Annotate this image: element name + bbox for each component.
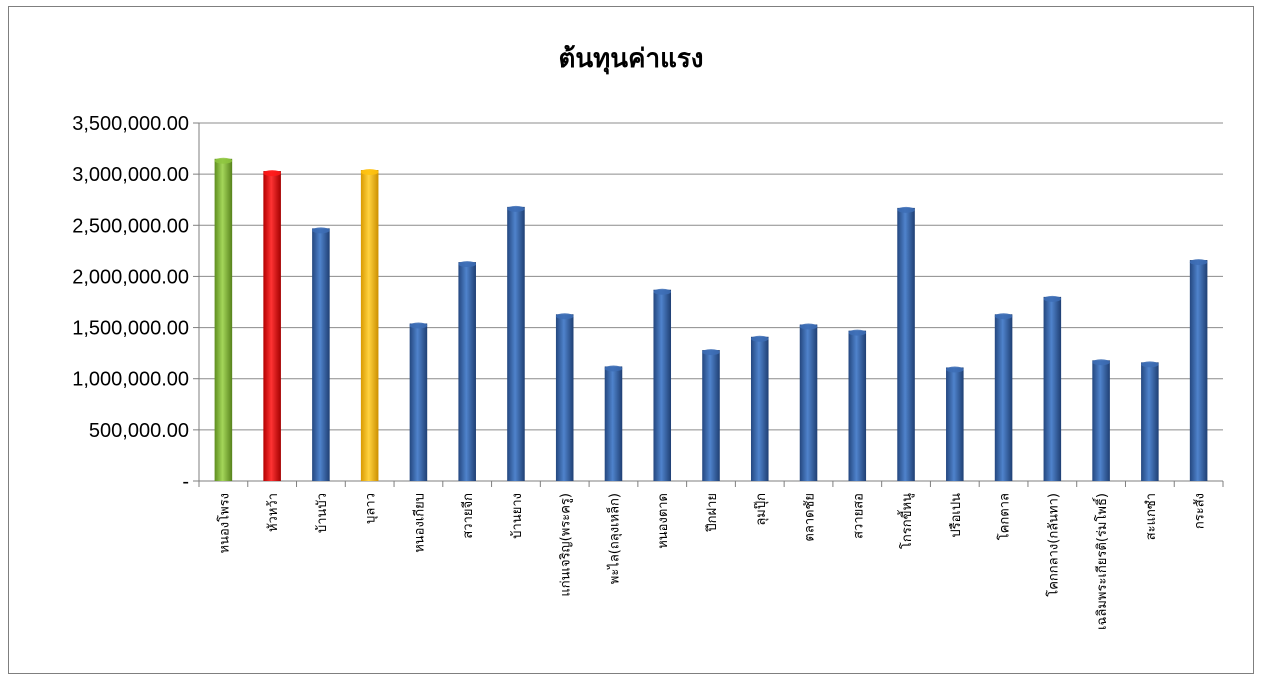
bar-top <box>409 322 428 329</box>
bar <box>409 323 428 481</box>
bar <box>653 289 672 481</box>
x-axis-ticks: หนองโพรง หัวหว้า บ้านบัว บุลาว หนองเกียบ สวาย… <box>198 481 1224 630</box>
bar-top <box>946 366 964 373</box>
bars <box>214 157 1208 482</box>
bar-top <box>360 169 379 176</box>
x-tick-label: กระสัง <box>1193 493 1208 529</box>
bar-top <box>1092 359 1110 366</box>
bar <box>799 324 818 481</box>
bar <box>458 262 476 481</box>
x-tick-label: พะไล(ถลุงเหล็ก) <box>604 493 622 584</box>
bar-top <box>458 261 476 268</box>
x-tick-label: ปึกฝาย <box>705 493 720 533</box>
bar-top <box>507 205 525 212</box>
y-tick-label: 1,500,000.00 <box>72 318 189 340</box>
x-tick-label: บ้านบัว <box>315 493 330 533</box>
bar <box>312 228 330 481</box>
bar <box>1043 296 1062 481</box>
x-tick-label: โคกตาล <box>997 493 1013 540</box>
x-tick-label: ปรือเปน <box>948 493 964 538</box>
x-tick-label: บุลาว <box>364 493 379 524</box>
bar <box>1092 360 1110 481</box>
y-tick-label: 2,000,000.00 <box>72 266 189 288</box>
y-tick-label: 3,500,000.00 <box>72 113 189 135</box>
y-axis-ticks: - 500,000.00 1,000,000.00 1,500,000.00 2,000… <box>72 113 189 493</box>
bar-top <box>653 288 672 295</box>
y-tick-label: 3,000,000.00 <box>72 164 189 186</box>
bar-top <box>604 365 623 372</box>
x-tick-label: สวายสอ <box>851 493 866 539</box>
bar-top <box>897 206 915 213</box>
bar-top <box>1043 295 1062 302</box>
x-tick-label: หนองเกียบ <box>411 493 427 553</box>
bar <box>604 366 623 481</box>
y-tick-label: 1,000,000.00 <box>72 369 189 391</box>
bar-top <box>555 313 574 320</box>
y-tick-label: - <box>182 471 189 493</box>
bar-top <box>799 323 818 330</box>
bar <box>263 171 281 481</box>
bar-chart: ต้นทุนค่าแรง - 500,000.00 1,000,000.00 1,50… <box>72 44 1224 630</box>
chart-frame: ต้นทุนค่าแรง - 500,000.00 1,000,000.00 1,50… <box>8 6 1254 674</box>
y-tick-label: 500,000.00 <box>89 420 189 442</box>
y-tick-label: 2,500,000.00 <box>72 215 189 237</box>
x-tick-label: หัวหว้า <box>266 493 281 532</box>
bar <box>1141 362 1159 481</box>
x-tick-label: ตลาดชัย <box>803 493 818 542</box>
x-tick-label: แก่นเจริญ(พระครู) <box>559 493 574 597</box>
x-tick-label: โกรกขี้หนู <box>897 493 915 549</box>
x-tick-label: สวายจีก <box>460 493 476 539</box>
bar-top <box>1189 259 1208 266</box>
bar-top <box>214 157 233 164</box>
bar <box>702 350 720 481</box>
x-tick-label: หนองโพรง <box>216 493 232 554</box>
bar <box>507 206 525 482</box>
bar-top <box>312 227 330 234</box>
x-tick-label: เฉลิมพระเกียรติ(ร่มโพธิ์) <box>1092 493 1110 630</box>
bar-top <box>263 170 281 177</box>
x-tick-label: โคกกลาง(กลันทา) <box>1045 493 1061 597</box>
bar <box>214 158 233 482</box>
bar-top <box>1141 361 1159 368</box>
x-tick-label: บ้านยาง <box>510 493 525 539</box>
x-tick-label: สะแกซำ <box>1144 493 1159 540</box>
chart-title: ต้นทุนค่าแรง <box>559 44 704 75</box>
bar <box>555 314 574 481</box>
bar <box>897 207 915 481</box>
bar <box>848 330 867 481</box>
bar <box>750 336 769 481</box>
bar-top <box>750 335 769 342</box>
bar <box>360 170 379 481</box>
bar-top <box>702 349 720 356</box>
bar-top <box>994 313 1013 320</box>
bar <box>946 367 964 481</box>
x-tick-label: ลุมปุ๊ก <box>754 493 769 526</box>
bar <box>1189 260 1208 481</box>
x-tick-label: หนองตาด <box>656 493 671 549</box>
bar <box>994 314 1013 481</box>
bar-top <box>848 329 867 336</box>
